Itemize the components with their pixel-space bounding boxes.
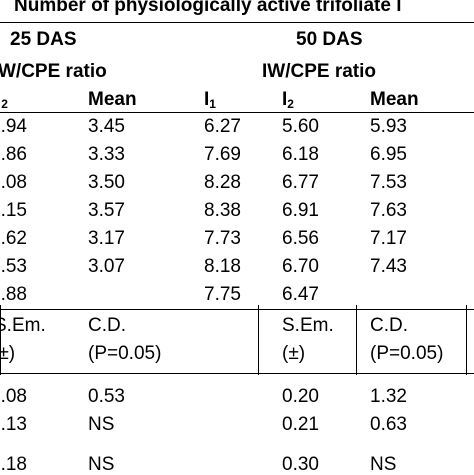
stat-cd: 1.32 [370, 386, 407, 407]
cell-mean: 3.57 [88, 200, 125, 221]
group-header-25-das: 25 DAS [10, 29, 77, 50]
table-caption: Number of physiologically active trifoli… [14, 0, 402, 16]
stats-header-pm-left: (±) [0, 343, 16, 364]
cell-i1: 8.28 [204, 172, 241, 193]
cell-i2: 3.08 [0, 172, 27, 193]
cell-mean: 7.53 [370, 172, 407, 193]
col-header-i2-left: I2 [0, 90, 8, 112]
stat-sem: 0.20 [282, 386, 319, 407]
column-divider [356, 305, 357, 375]
ratio-label-right: IW/CPE ratio [262, 61, 377, 82]
cell-mean: 3.45 [88, 116, 125, 137]
column-divider [0, 305, 1, 375]
stat-sem: 0.08 [0, 386, 27, 407]
cell-i1: 7.69 [204, 144, 241, 165]
stat-cd: 0.53 [88, 386, 125, 407]
body-rule [0, 309, 474, 310]
cell-i2: 5.60 [282, 116, 319, 137]
cell-i1: 7.73 [204, 228, 241, 249]
stat-cd: NS [88, 414, 115, 435]
stats-header-cd-right: C.D. [370, 315, 408, 336]
cell-i2: 6.47 [282, 284, 319, 305]
column-divider [258, 305, 259, 375]
stats-header-pm-right: (±) [282, 343, 306, 364]
column-divider [466, 305, 467, 375]
cell-i2: 6.18 [282, 144, 319, 165]
cell-mean: 7.43 [370, 256, 407, 277]
col-header-mean-left: Mean [88, 89, 137, 110]
cell-i2: 3.15 [0, 200, 27, 221]
col-header-i1: I1 [204, 89, 216, 112]
cell-mean: 3.07 [88, 256, 125, 277]
stat-sem: 0.21 [282, 414, 319, 435]
cell-i2: 6.56 [282, 228, 319, 249]
cell-i1: 6.27 [204, 116, 241, 137]
cell-i1: 7.75 [204, 284, 241, 305]
stat-sem: 0.13 [0, 414, 27, 435]
ratio-label-left: W/CPE ratio [0, 61, 107, 82]
cell-i2: 2.86 [0, 144, 27, 165]
group-header-50-das: 50 DAS [296, 29, 363, 50]
cell-mean: 7.63 [370, 200, 407, 221]
cell-i2: 2.88 [0, 284, 27, 305]
cell-i1: 8.18 [204, 256, 241, 277]
cell-mean: 3.33 [88, 144, 125, 165]
stat-sem: 0.18 [0, 454, 27, 475]
stat-cd: NS [370, 454, 397, 475]
stats-header-rule [0, 373, 474, 374]
stats-header-sem-left: S.Em. [0, 315, 46, 336]
stats-header-cd-left: C.D. [88, 315, 126, 336]
col-header-mean-right: Mean [370, 89, 419, 110]
cell-i1: 8.38 [204, 200, 241, 221]
stats-header-p-left: (P=0.05) [88, 343, 162, 364]
cell-mean: 7.17 [370, 228, 407, 249]
cell-i2: 6.77 [282, 172, 319, 193]
stat-sem: 0.30 [282, 454, 319, 475]
cell-mean: 3.50 [88, 172, 125, 193]
caption-rule [0, 22, 474, 23]
stats-header-sem-right: S.Em. [282, 315, 334, 336]
cell-i2: 6.70 [282, 256, 319, 277]
stats-header-p-right: (P=0.05) [370, 343, 444, 364]
col-header-i2-right: I2 [282, 89, 294, 112]
stat-cd: 0.63 [370, 414, 407, 435]
stat-cd: NS [88, 454, 115, 475]
cell-mean: 6.95 [370, 144, 407, 165]
cell-i2: 6.91 [282, 200, 319, 221]
cell-mean: 3.17 [88, 228, 125, 249]
cell-i2: 2.53 [0, 256, 27, 277]
cell-i2: 2.62 [0, 228, 27, 249]
header-rule [0, 112, 474, 113]
cell-i2: 2.94 [0, 116, 27, 137]
cell-mean: 5.93 [370, 116, 407, 137]
